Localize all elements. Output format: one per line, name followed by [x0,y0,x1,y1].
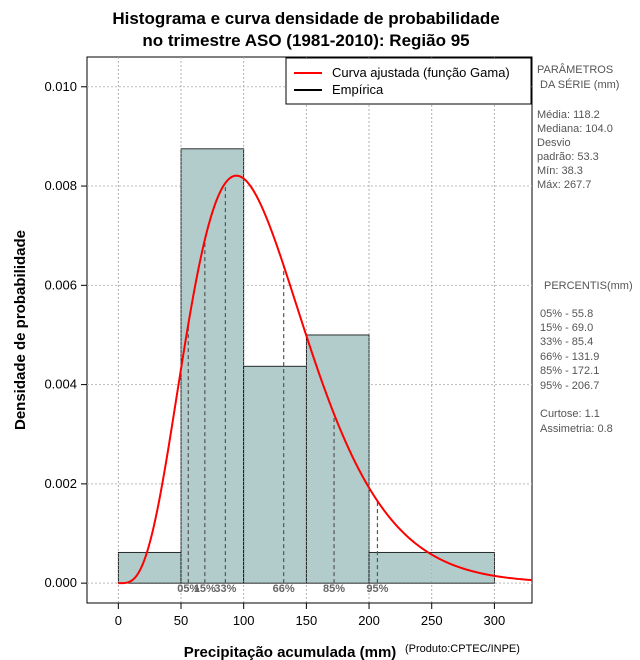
x-tick-label: 50 [174,613,188,628]
x-axis-label: Precipitação acumulada (mm) [184,644,397,660]
percentile-label: 15% [194,583,216,595]
legend-label-curve: Curva ajustada (função Gama) [332,65,510,80]
x-tick-label: 200 [358,613,380,628]
stat-skewness: Assimetria: 0.8 [540,423,613,435]
product-credit: (Produto:CPTEC/INPE) [405,643,520,655]
param-median: Mediana: 104.0 [537,123,613,135]
param-min: Mín: 38.3 [537,165,583,177]
y-tick-label: 0.004 [44,377,77,392]
percentil-85: 85% - 172.1 [540,365,599,377]
side-panel: PARÂMETROS DA SÉRIE (mm) Média: 118.2 Me… [537,63,633,435]
percentil-15: 15% - 69.0 [540,322,593,334]
param-sd-label: Desvio [537,137,571,149]
fitted-gamma-curve [118,174,533,585]
percentil-05: 05% - 55.8 [540,308,593,320]
histogram-bar [305,334,370,584]
percentis-header: PERCENTIS(mm) [544,280,633,292]
param-mean: Média: 118.2 [537,109,600,121]
chart-title-line-2: no trimestre ASO (1981-2010): Região 95 [142,31,469,50]
y-tick-label: 0.008 [44,178,77,193]
histogram-bars [117,57,495,603]
percentile-lines: 05%15%33% 66% 85% 95% [177,182,389,595]
legend-box [285,57,532,105]
x-tick-label: 150 [296,613,318,628]
y-axis-label: Densidade de probabilidade [12,230,29,430]
percentile-label: 95% [366,583,388,595]
x-tick-label: 300 [484,613,506,628]
y-tick-label: 0.006 [44,277,77,292]
percentile-label: 66% [273,583,295,595]
params-header-2: DA SÉRIE (mm) [540,78,619,91]
percentil-33: 33% - 85.4 [540,336,593,348]
stat-kurtosis: Curtose: 1.1 [540,408,600,420]
histogram-bar [368,551,495,584]
histogram-bar [243,365,307,584]
x-tick-label: 100 [233,613,255,628]
histogram-bar [117,551,182,584]
fitted-curve-layer [118,174,533,585]
percentile-label: 33% [214,583,236,595]
y-axis: 0.000 0.002 0.004 0.006 0.008 0.010 [44,79,87,590]
param-sd-value: padrão: 53.3 [537,151,599,163]
x-tick-label: 250 [421,613,443,628]
percentil-66: 66% - 131.9 [540,351,599,363]
y-tick-label: 0.002 [44,476,77,491]
chart-title-line-1: Histograma e curva densidade de probabil… [112,9,499,28]
params-header-1: PARÂMETROS [537,63,613,76]
percentil-95: 95% - 206.7 [540,380,599,392]
legend: Curva ajustada (função Gama) Empírica [285,57,532,105]
y-tick-label: 0.000 [44,575,77,590]
y-tick-label: 0.010 [44,79,77,94]
x-axis: 0 50 100 150 200 250 300 [115,602,506,628]
percentile-label: 85% [323,583,345,595]
percentile-label: 05% [177,583,199,595]
legend-label-empirical: Empírica [332,82,384,97]
x-tick-label: 0 [115,613,122,628]
param-max: Máx: 267.7 [537,179,591,191]
